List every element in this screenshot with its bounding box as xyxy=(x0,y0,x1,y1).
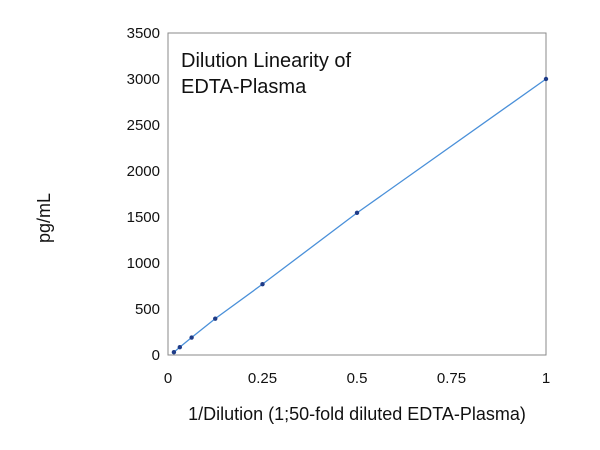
x-tick-label: 1 xyxy=(542,370,550,387)
y-tick-label: 0 xyxy=(152,347,160,364)
data-point xyxy=(260,281,265,287)
y-tick-label: 3500 xyxy=(127,25,160,42)
x-tick-label: 0.5 xyxy=(347,370,368,387)
data-point xyxy=(171,350,177,355)
x-tick-label: 0 xyxy=(164,370,172,387)
y-axis-ticks: 0 500 1000 1500 2000 2500 3000 3500 xyxy=(127,25,160,364)
y-tick-label: 500 xyxy=(135,301,160,318)
data-point xyxy=(189,335,194,340)
data-point xyxy=(177,344,183,350)
y-tick-label: 2500 xyxy=(127,117,160,134)
x-axis-ticks: 0 0.25 0.5 0.75 1 xyxy=(164,370,550,387)
data-point xyxy=(213,316,218,321)
data-point xyxy=(543,76,549,82)
x-tick-label: 0.75 xyxy=(437,370,466,387)
x-tick-label: 0.25 xyxy=(248,370,277,387)
chart-title: Dilution Linearity of EDTA-Plasma xyxy=(181,50,352,98)
x-axis-label: 1/Dilution (1;50-fold diluted EDTA-Plasm… xyxy=(188,404,526,424)
y-tick-label: 1500 xyxy=(127,209,160,226)
chart-title-line-1: Dilution Linearity of xyxy=(181,50,352,72)
y-tick-label: 2000 xyxy=(127,163,160,180)
series-points xyxy=(171,76,549,355)
chart-title-line-2: EDTA-Plasma xyxy=(181,76,307,98)
y-tick-label: 1000 xyxy=(127,255,160,272)
y-tick-label: 3000 xyxy=(127,71,160,88)
plot-area xyxy=(167,32,547,356)
data-point xyxy=(354,210,360,216)
y-axis-label: pg/mL xyxy=(34,193,54,243)
